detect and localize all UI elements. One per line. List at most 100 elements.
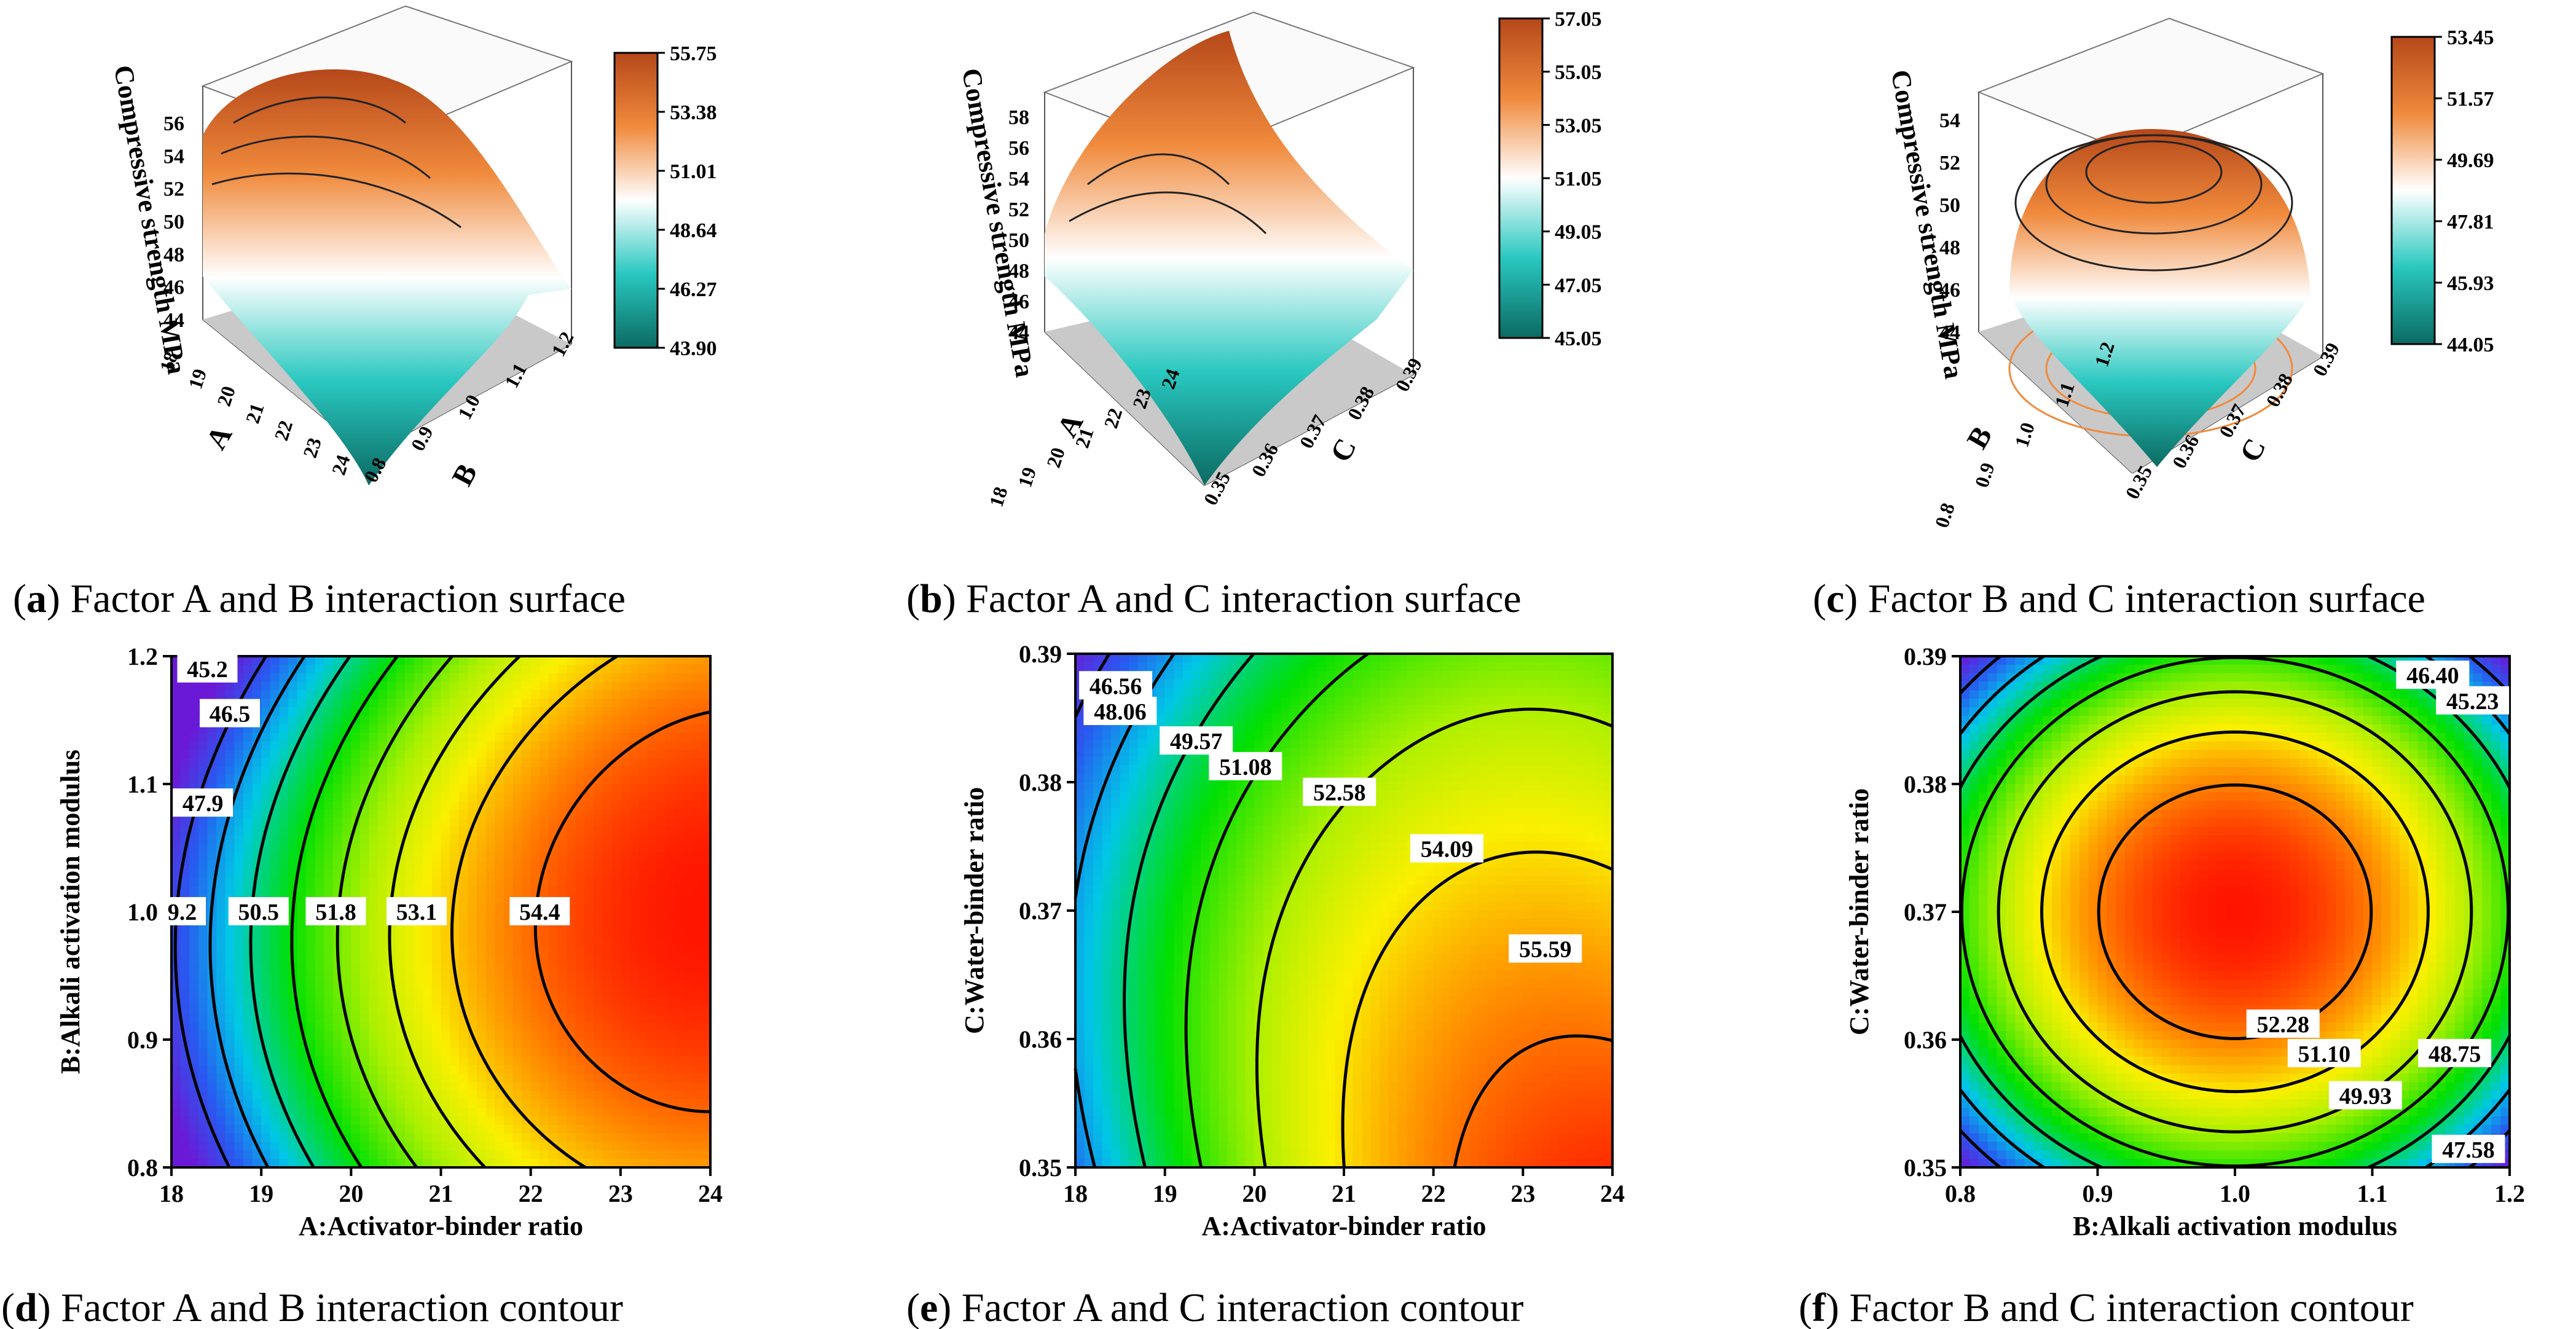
heatmap-cell: [1111, 833, 1121, 843]
heatmap-cell: [1219, 987, 1228, 997]
heatmap-cell: [629, 869, 639, 879]
heatmap-cell: [1102, 927, 1112, 937]
heatmap-cell: [611, 920, 621, 930]
heatmap-cell: [324, 988, 334, 998]
heatmap-cell: [701, 997, 711, 1006]
heatmap-cell: [216, 920, 226, 930]
heatmap-cell: [476, 784, 487, 793]
heatmap-cell: [1111, 1099, 1121, 1108]
heatmap-cell: [683, 928, 693, 938]
heatmap-cell: [476, 1065, 487, 1075]
heatmap-cell: [495, 1091, 505, 1100]
heatmap-cell: [333, 869, 343, 879]
heatmap-cell: [1164, 1064, 1175, 1074]
heatmap-cell: [701, 937, 711, 947]
heatmap-cell: [351, 673, 361, 683]
heatmap-cell: [701, 1150, 711, 1159]
heatmap-cell: [476, 886, 487, 896]
heatmap-cell: [647, 852, 658, 861]
heatmap-cell: [189, 1005, 199, 1015]
heatmap-cell: [1209, 1013, 1219, 1022]
heatmap-cell: [279, 963, 289, 972]
heatmap-cell: [279, 1073, 289, 1083]
heatmap-cell: [288, 1005, 298, 1015]
heatmap-cell: [396, 979, 406, 989]
heatmap-cell: [512, 767, 522, 776]
heatmap-cell: [458, 886, 469, 896]
heatmap-cell: [593, 860, 603, 870]
heatmap-cell: [602, 1107, 613, 1117]
heatmap-cell: [1102, 731, 1112, 740]
heatmap-cell: [243, 1133, 253, 1143]
heatmap-cell: [468, 809, 477, 819]
heatmap-cell: [1120, 782, 1130, 791]
heatmap-cell: [1084, 748, 1094, 757]
heatmap-cell: [674, 1005, 684, 1015]
heatmap-cell: [458, 937, 469, 947]
heatmap-cell: [602, 997, 613, 1006]
heatmap-cell: [647, 775, 658, 785]
heatmap-cell: [1236, 816, 1246, 826]
heatmap-cell: [441, 775, 450, 785]
heatmap-cell: [243, 979, 253, 989]
heatmap-cell: [288, 656, 298, 665]
heatmap-cell: [270, 946, 280, 955]
heatmap-cell: [1164, 1022, 1175, 1031]
heatmap-cell: [468, 750, 477, 759]
heatmap-cell: [674, 1099, 684, 1108]
contour-label-bg: [177, 654, 238, 683]
heatmap-cell: [225, 1031, 235, 1040]
heatmap-cell: [468, 1116, 477, 1126]
heatmap-cell: [656, 928, 666, 938]
heatmap-cell: [1164, 953, 1175, 963]
heatmap-cell: [1147, 1081, 1156, 1091]
heatmap-cell: [387, 716, 397, 725]
heatmap-cell: [512, 673, 522, 683]
heatmap-cell: [1236, 833, 1246, 843]
heatmap-cell: [441, 1065, 450, 1075]
heatmap-cell: [1156, 1099, 1166, 1108]
heatmap-cell: [198, 818, 208, 828]
heatmap-cell: [207, 690, 217, 700]
heatmap-cell: [279, 869, 289, 879]
heatmap-cell: [620, 877, 630, 887]
heatmap-cell: [450, 852, 460, 861]
heatmap-cell: [638, 1082, 648, 1091]
heatmap-cell: [1227, 868, 1237, 877]
heatmap-cell: [216, 963, 226, 972]
heatmap-cell: [495, 928, 505, 938]
heatmap-cell: [306, 758, 316, 768]
heatmap-cell: [584, 844, 594, 853]
heatmap-cell: [1245, 1116, 1255, 1126]
heatmap-cell: [405, 741, 415, 751]
heatmap-cell: [297, 869, 307, 879]
heatmap-cell: [629, 673, 639, 683]
heatmap-cell: [1075, 962, 1085, 971]
heatmap-cell: [575, 767, 586, 776]
heatmap-cell: [261, 673, 271, 683]
heatmap-cell: [423, 1005, 433, 1015]
heatmap-cell: [665, 681, 675, 691]
heatmap-cell: [216, 886, 226, 896]
heatmap-cell: [692, 716, 702, 725]
heatmap-cell: [567, 750, 576, 759]
heatmap-cell: [198, 1116, 208, 1126]
heatmap-cell: [548, 1133, 559, 1143]
heatmap-cell: [405, 1107, 415, 1117]
heatmap-cell: [369, 928, 379, 938]
heatmap-cell: [468, 997, 477, 1006]
heatmap-cell: [1174, 1133, 1184, 1142]
heatmap-cell: [567, 792, 576, 802]
heatmap-cell: [540, 690, 549, 700]
heatmap-cell: [468, 835, 477, 844]
heatmap-cell: [620, 826, 630, 836]
heatmap-cell: [1129, 970, 1139, 980]
heatmap-cell: [701, 1014, 711, 1024]
heatmap-cell: [1227, 842, 1237, 852]
heatmap-cell: [674, 767, 684, 776]
heatmap-cell: [476, 877, 487, 887]
heatmap-cell: [468, 767, 477, 776]
heatmap-cell: [701, 775, 711, 785]
heatmap-cell: [441, 1014, 450, 1024]
heatmap-cell: [333, 758, 343, 768]
